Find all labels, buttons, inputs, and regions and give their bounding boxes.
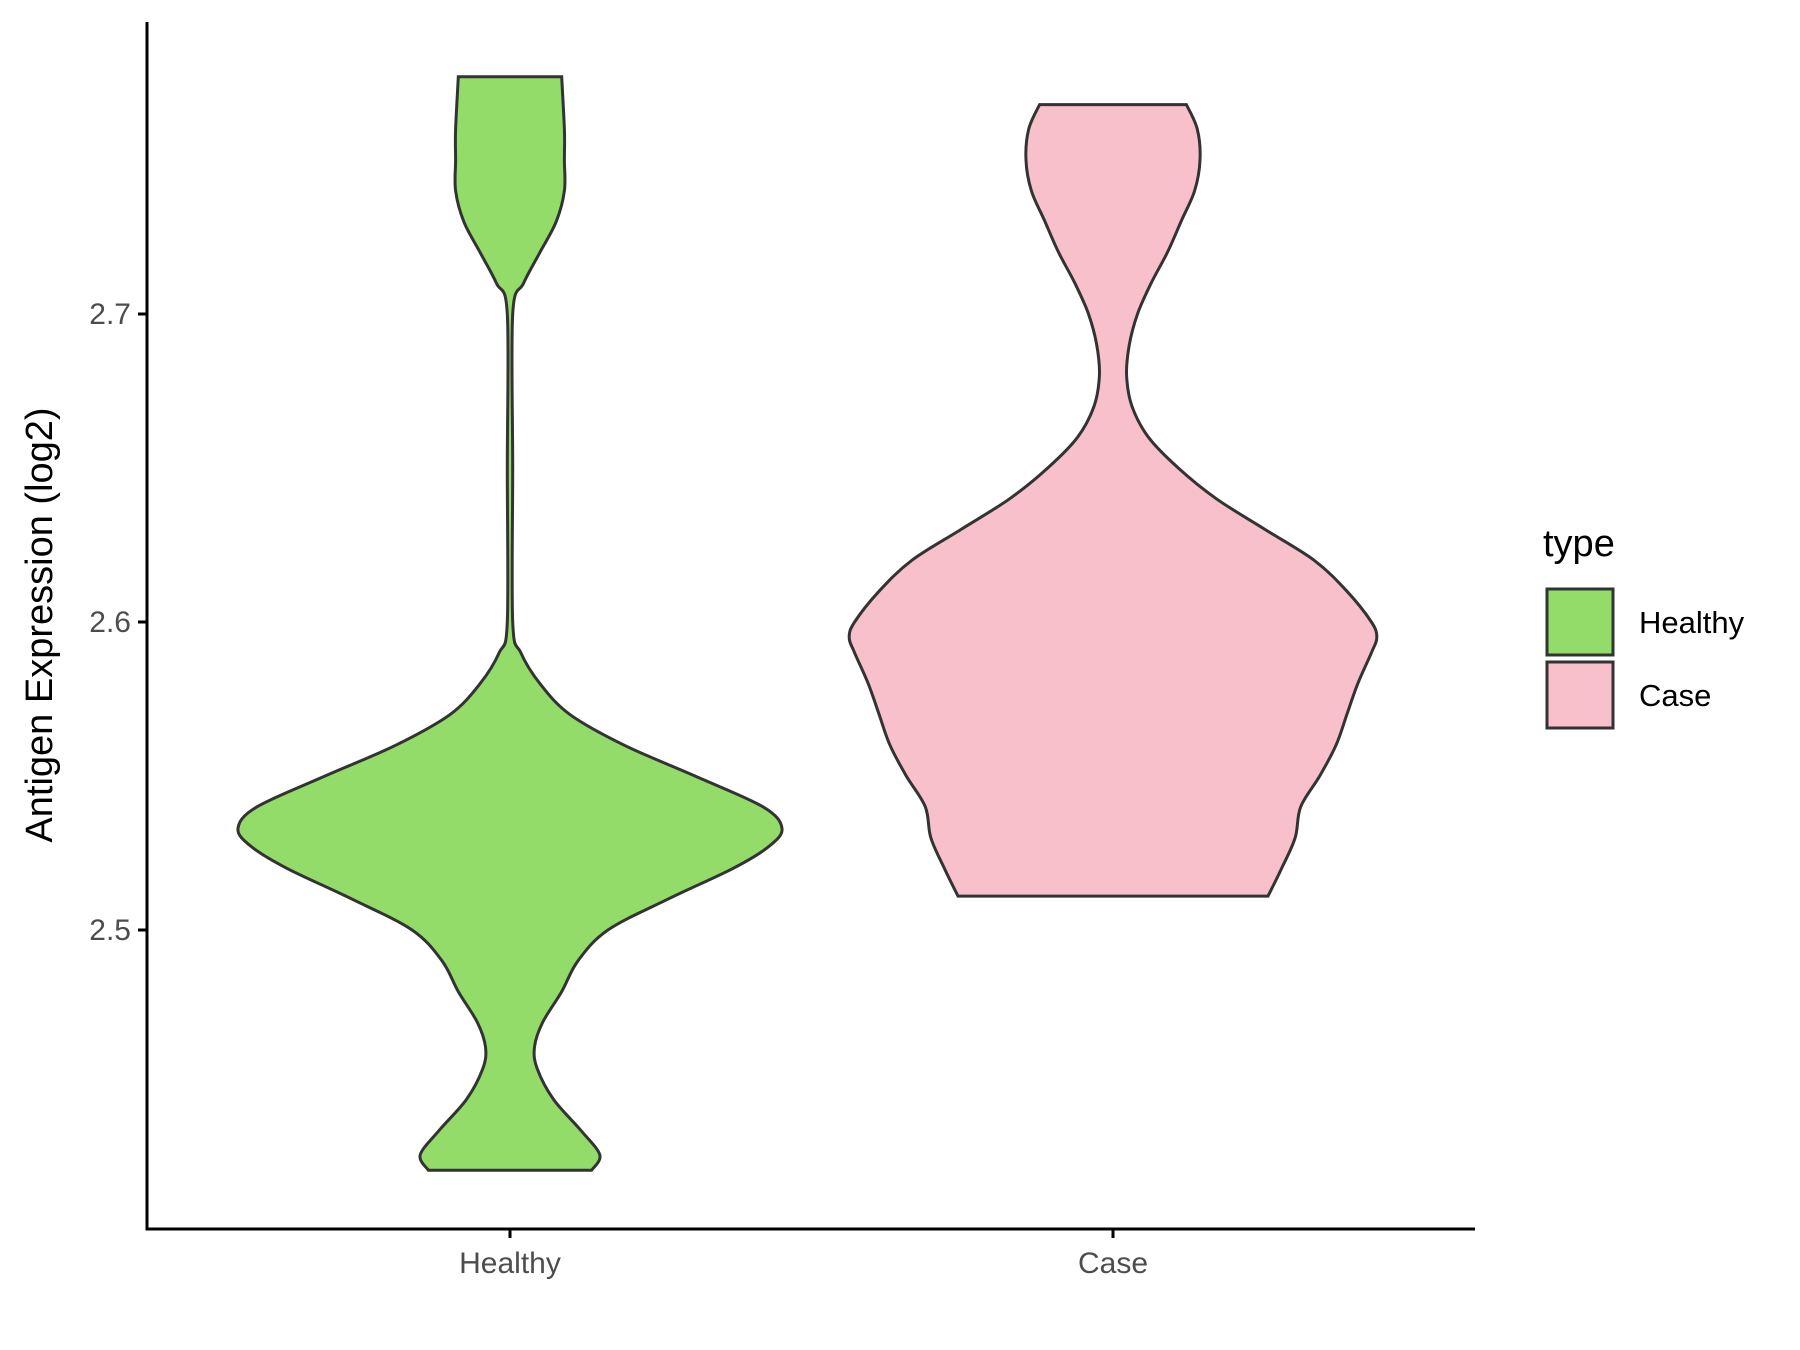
y-tick-label: 2.7 bbox=[89, 298, 131, 331]
y-tick-label: 2.6 bbox=[89, 606, 131, 639]
legend-entries: Healthy Case bbox=[1545, 587, 1745, 730]
y-tick-label: 2.5 bbox=[89, 914, 131, 947]
y-ticks-group: 2.5 2.6 2.7 bbox=[89, 298, 147, 947]
axes-group bbox=[145, 22, 1475, 1231]
legend-title: type bbox=[1543, 523, 1615, 565]
violin-healthy bbox=[236, 75, 784, 1172]
legend: type Healthy Case bbox=[1543, 523, 1745, 730]
violin-case bbox=[847, 103, 1379, 898]
legend-label-healthy: Healthy bbox=[1639, 605, 1745, 640]
legend-key-case bbox=[1545, 660, 1615, 730]
violins-group bbox=[236, 75, 1379, 1172]
legend-label-case: Case bbox=[1639, 678, 1711, 713]
y-axis-title: Antigen Expression (log2) bbox=[19, 407, 61, 842]
legend-key-healthy bbox=[1545, 587, 1615, 657]
x-tick-label: Case bbox=[1078, 1247, 1148, 1280]
x-ticks-group: Healthy Case bbox=[459, 1229, 1148, 1280]
x-tick-label: Healthy bbox=[459, 1247, 561, 1280]
